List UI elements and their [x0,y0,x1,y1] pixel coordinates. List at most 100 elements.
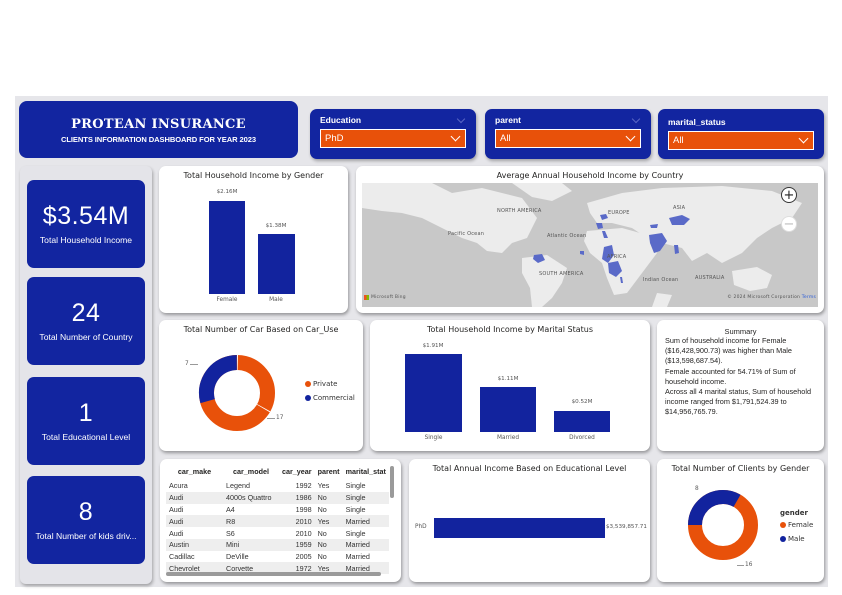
bar-married[interactable] [480,387,536,432]
cell-car-year: 1998 [295,504,312,514]
kpi-label: Total Number of Country [39,332,133,342]
bar-male[interactable] [258,234,295,294]
table-header-row: car_make car_model car_year parent marit… [166,465,389,480]
column-header[interactable]: car_model [233,467,269,476]
chart-clients-by-gender[interactable]: Total Number of Clients by Gender 8 16 g… [657,459,824,582]
table-row[interactable]: Audi R8 2010 Yes Married [166,515,389,528]
slicer-marital-status: marital_status All [658,109,824,159]
data-table: car_make car_model car_year parent marit… [166,465,389,575]
chart-income-by-gender[interactable]: Total Household Income by Gender $2.16M … [159,166,348,313]
kpi-total-educational-level: 1 Total Educational Level [27,377,145,465]
legend-item-female[interactable]: Female [780,521,813,529]
leader-line [737,565,744,566]
chevron-down-icon [798,133,809,144]
bar-value-label: $0.52M [571,399,593,405]
donut-car-use[interactable] [192,348,282,438]
donut-clients-by-gender[interactable] [685,487,761,563]
table-row[interactable]: Acura Legend 1992 Yes Single [166,480,389,492]
horizontal-scrollbar[interactable] [166,572,381,576]
kpi-total-household-income: $3.54M Total Household Income [27,180,145,268]
column-header[interactable]: car_year [282,467,312,476]
cell-parent: No [317,552,327,562]
kpi-label: Total Educational Level [41,432,131,442]
bar-phd[interactable] [434,518,605,538]
slicer-label: Education [320,115,362,125]
cell-car-make: Cadillac [169,552,195,562]
attribution-text: Microsoft Bing [371,295,406,300]
table-row[interactable]: Austin Mini 1959 No Married [166,538,389,551]
legend-item-commercial[interactable]: Commercial [305,394,355,402]
cell-marital-status: Single [342,491,389,504]
column-header[interactable]: parent [317,467,340,476]
axis-label: Married [496,435,520,441]
cell-parent: Yes [317,481,330,491]
legend-title-text: gender [780,509,808,517]
parent-dropdown[interactable]: All [495,129,641,148]
cell-car-model: DeVille [226,552,249,562]
data-label: 7 [185,361,189,367]
cell-car-make: Acura [169,481,188,491]
cell-car-model: S6 [226,528,235,538]
axis-label: Divorced [569,435,595,441]
column-header[interactable]: car_make [177,467,212,476]
chart-title: Total Number of Clients by Gender [671,464,810,473]
copyright-text: © 2024 Microsoft Corporation [727,295,801,300]
chart-title: Total Household Income by Gender [183,171,324,180]
zoom-in-button[interactable]: + [781,187,797,203]
cell-marital-status: Single [345,504,366,514]
cell-marital-status: Married [345,552,370,562]
legend-label: Commercial [313,394,355,402]
cell-car-make: Audi [166,491,223,504]
cell-car-make: Chevrolet [166,562,223,575]
bar-value-label: $1.91M [422,343,444,349]
table-row[interactable]: Cadillac DeVille 2005 No Married [166,551,389,563]
microsoft-logo-icon [364,295,369,300]
map-canvas[interactable]: NORTH AMERICA EUROPE ASIA Pacific Ocean … [362,183,818,307]
cell-car-year: 1986 [279,491,315,504]
cell-parent: Yes [314,515,343,528]
bar-value-label: $1.11M [497,376,519,382]
summary-paragraph: Sum of household income for Female ($16,… [665,336,792,366]
column-header[interactable]: marital_stat [345,467,386,476]
legend-label: Private [313,380,338,388]
bar-divorced[interactable] [554,411,610,432]
table-row[interactable]: Chevrolet Corvette 1972 Yes Married [166,562,389,575]
chart-income-by-marital-status[interactable]: Total Household Income by Marital Status… [370,320,650,451]
cell-car-model: A4 [226,504,235,514]
car-details-table[interactable]: car_make car_model car_year parent marit… [160,459,401,582]
kpi-label: Total Number of kids driv... [35,531,137,541]
table-row[interactable]: Audi A4 1998 No Single [166,504,389,516]
education-dropdown[interactable]: PhD [320,129,466,148]
cell-marital-status: Single [345,528,366,538]
kpi-total-countries: 24 Total Number of Country [27,277,145,365]
bar-value-label: $2.16M [216,189,238,195]
kpi-value: 8 [78,498,94,526]
axis-label: Female [216,297,238,303]
cell-car-year: 2010 [279,515,315,528]
bar-female[interactable] [209,201,245,294]
chart-income-by-education[interactable]: Total Annual Income Based on Educational… [409,459,650,582]
table-row[interactable]: Audi 4000s Quattro 1986 No Single [166,491,389,504]
bar-single[interactable] [405,354,462,432]
chart-title: Total Household Income by Marital Status [426,325,594,334]
vertical-scrollbar[interactable] [390,466,394,498]
terms-link[interactable]: Terms [801,295,816,300]
marital-status-dropdown[interactable]: All [668,131,814,150]
cell-marital-status: Married [342,515,389,528]
dashboard-header: PROTEAN INSURANCE CLIENTS INFORMATION DA… [19,101,298,158]
cell-car-year: 2005 [295,552,312,562]
legend-item-male[interactable]: Male [780,535,805,543]
slicer-label: marital_status [668,117,726,127]
table-row[interactable]: Audi S6 2010 No Single [166,527,389,539]
legend-label: Male [788,535,805,543]
map-income-by-country[interactable]: Average Annual Household Income by Count… [356,166,824,313]
legend-item-private[interactable]: Private [305,380,337,388]
dropdown-value: PhD [325,133,344,144]
zoom-out-button[interactable]: − [781,216,797,232]
data-label: 8 [695,486,699,492]
legend-label: Female [788,521,814,529]
chart-title: Total Number of Car Based on Car_Use [183,325,339,334]
chart-car-use[interactable]: Total Number of Car Based on Car_Use 7 1… [159,320,363,451]
cell-car-model: 4000s Quattro [223,491,279,504]
data-label: 17 [276,415,284,421]
